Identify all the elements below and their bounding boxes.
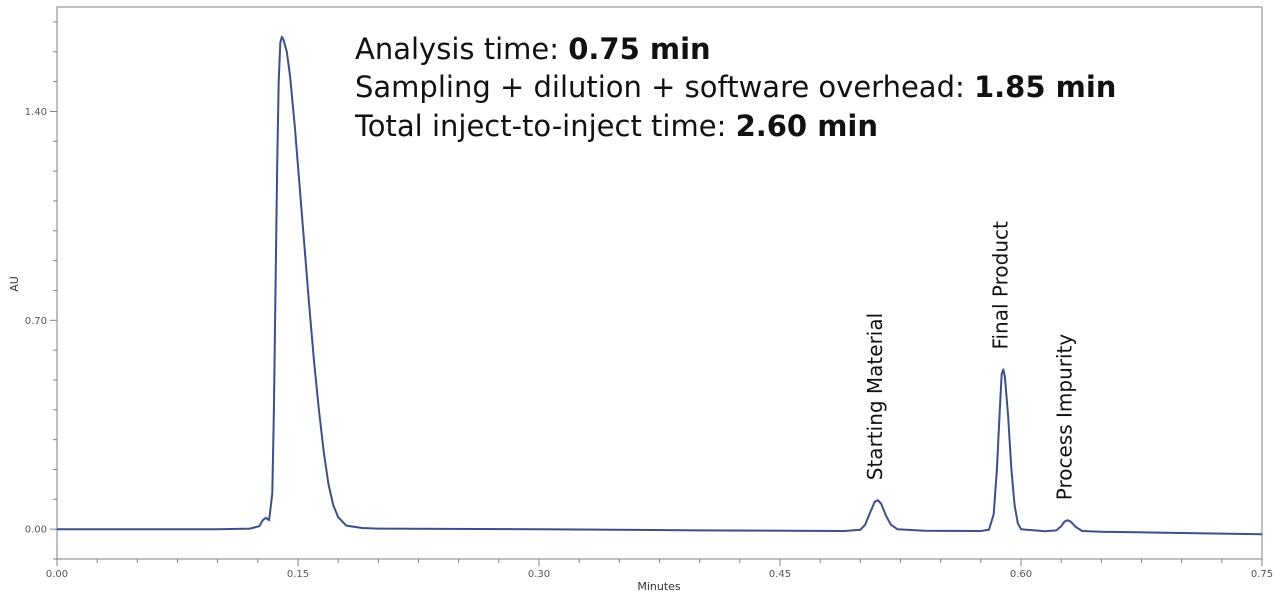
- total-time-value: 2.60 min: [735, 109, 879, 143]
- x-tick-label: 0.15: [287, 569, 309, 580]
- total-time-line: Total inject-to-inject time: 2.60 min: [355, 112, 878, 141]
- total-time-label: Total inject-to-inject time:: [355, 109, 736, 143]
- x-axis: 0.00 0.15 0.30 0.45 0.60 0.75: [46, 559, 1273, 580]
- analysis-time-value: 0.75 min: [568, 32, 711, 66]
- y-tick-label: 0.00: [25, 525, 47, 536]
- y-tick-label: 0.70: [25, 316, 47, 327]
- x-tick-label: 0.30: [528, 569, 550, 580]
- peak-label: Final Product: [988, 221, 1012, 350]
- x-axis-title: Minutes: [637, 580, 681, 593]
- y-tick-label: 1.40: [25, 107, 47, 118]
- y-axis-title: AU: [8, 276, 21, 292]
- peak-annotations: Starting Material Final Product Process Im…: [863, 221, 1077, 500]
- peak-label: Process Impurity: [1053, 334, 1077, 501]
- analysis-time-label: Analysis time:: [355, 32, 569, 66]
- x-tick-label: 0.45: [769, 569, 791, 580]
- x-tick-label: 0.60: [1010, 569, 1032, 580]
- overhead-time-value: 1.85 min: [973, 70, 1117, 104]
- overhead-time-line: Sampling + dilution + software overhead:…: [355, 73, 1116, 102]
- x-tick-label: 0.75: [1251, 569, 1273, 580]
- chromatogram-trace: [57, 35, 1263, 536]
- peak-label: Starting Material: [863, 313, 887, 480]
- y-axis: 0.00 0.70 1.40: [25, 21, 57, 560]
- overhead-time-label: Sampling + dilution + software overhead:: [355, 70, 974, 104]
- analysis-time-line: Analysis time: 0.75 min: [355, 35, 711, 64]
- x-tick-label: 0.00: [46, 569, 68, 580]
